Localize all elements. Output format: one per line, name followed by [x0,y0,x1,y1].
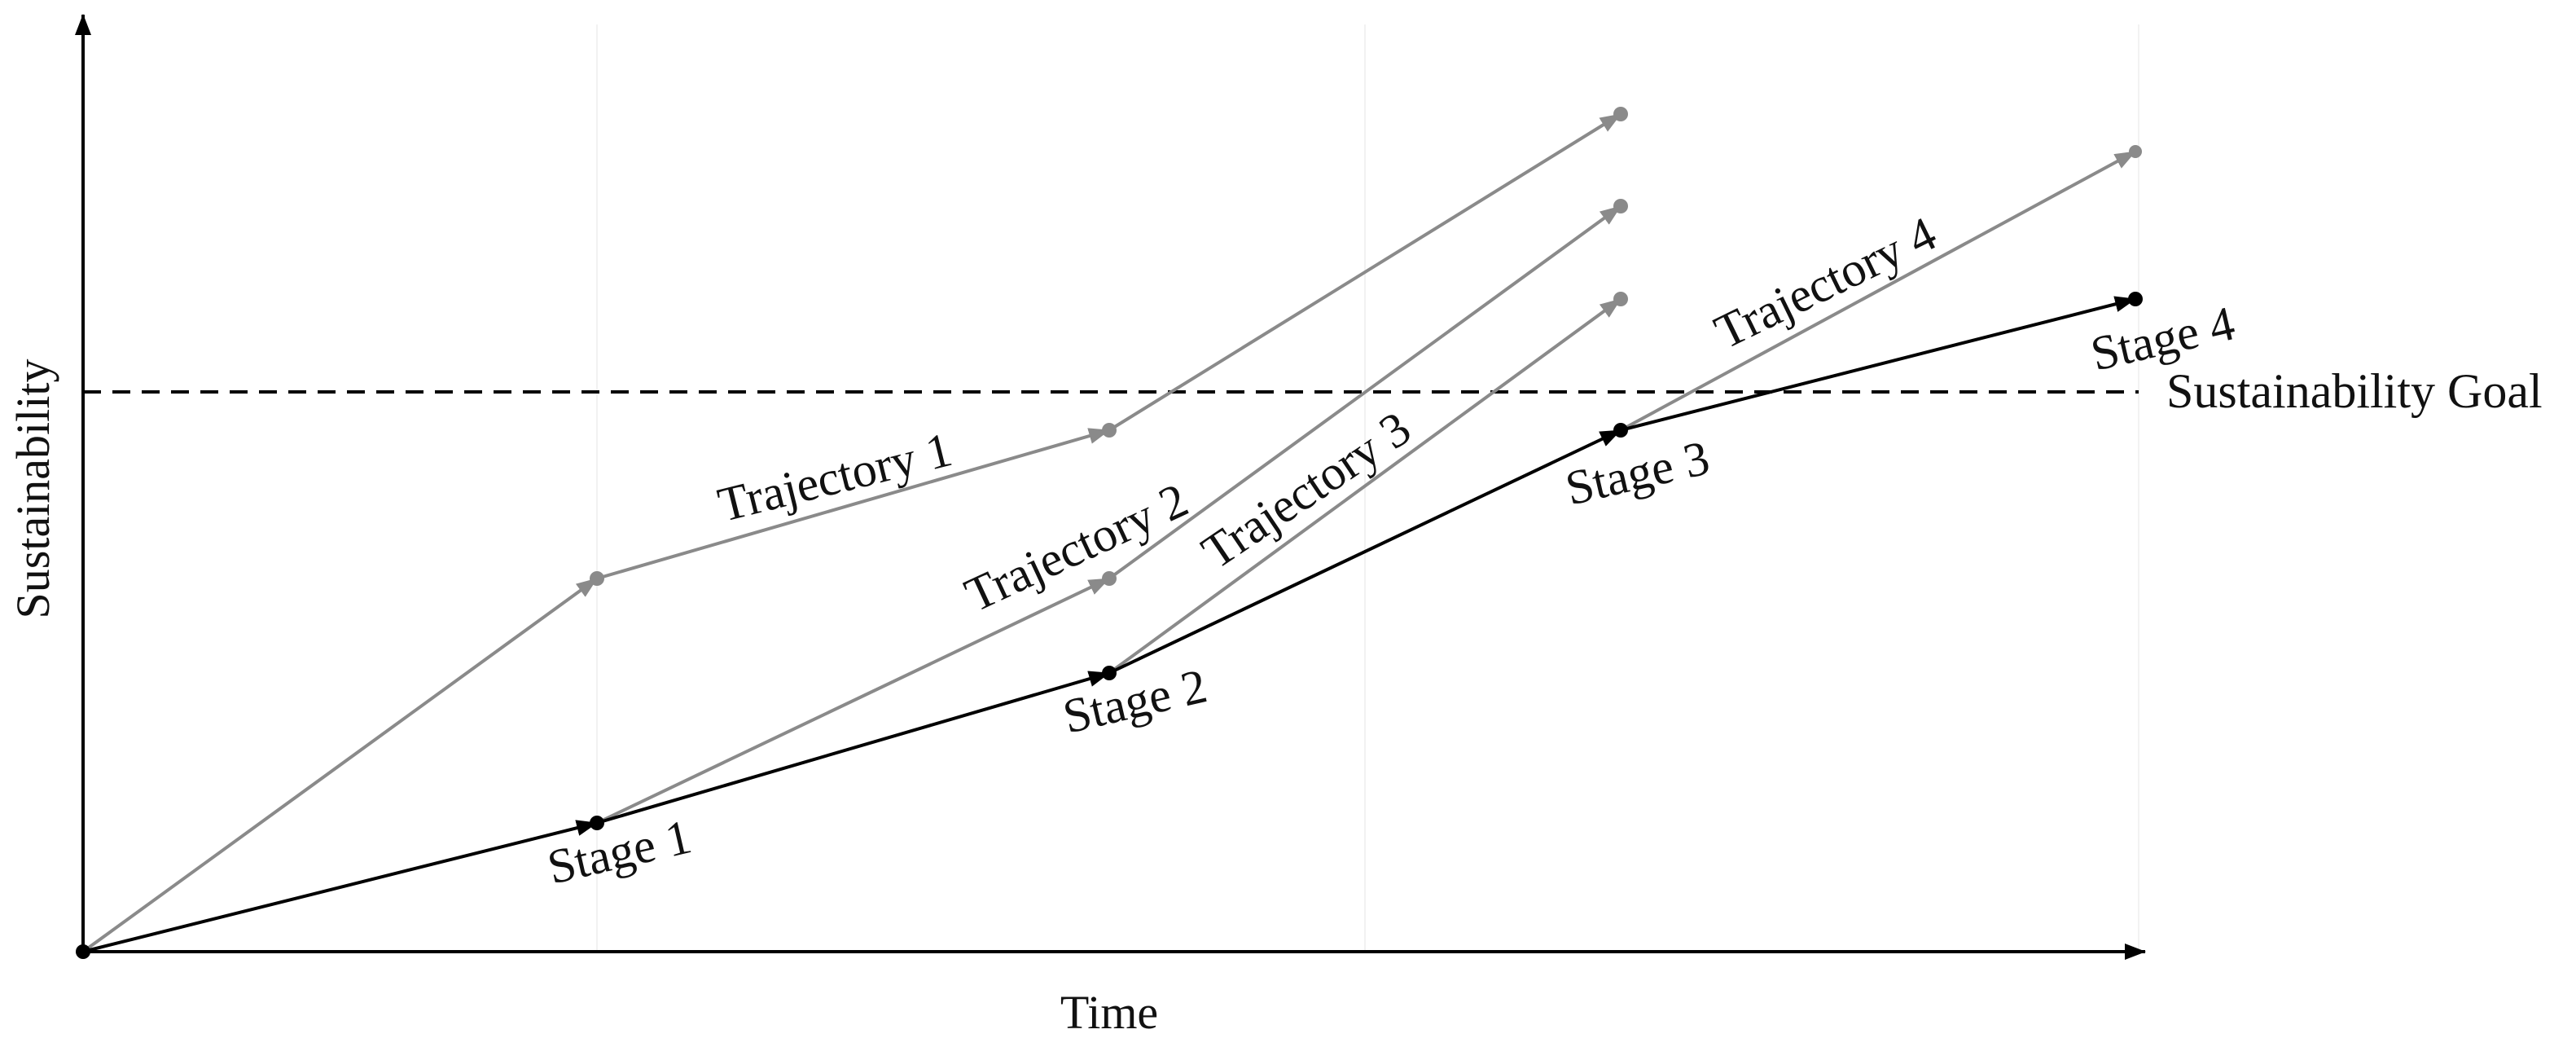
stage-label-2: Stage 2 [1058,658,1212,743]
goal-label: Sustainability Goal [2166,364,2543,418]
trajectory-label-2: Trajectory 2 [957,473,1196,622]
trajectory-seg-origin-to-t1a [81,577,599,953]
main-seg-3 [1108,429,1622,675]
main-path [82,296,2136,953]
trajectory-2-seg-1 [596,577,1110,825]
trajectory-label-4: Trajectory 4 [1706,206,1944,359]
trajectory-label-1: Trajectory 1 [713,422,957,532]
trajectory-4-seg-1 [1620,150,2136,432]
trajectory-dots [590,107,2142,586]
main-seg-1 [82,820,598,953]
stage-label-1: Stage 1 [542,809,696,894]
y-axis-label: Sustainability [7,359,59,619]
trajectory-3-seg-1 [1108,297,1622,675]
main-seg-2 [596,671,1110,825]
trajectory-1-seg-1 [596,428,1110,580]
trajectories [81,112,2136,953]
trajectory-1-seg-2 [1108,112,1622,432]
background-guides [596,24,2139,952]
stage-dots [76,292,2143,959]
stage-label-3: Stage 3 [1560,430,1714,515]
main-seg-4 [1620,296,2136,432]
trajectory-2-seg-2 [1108,205,1622,580]
trajectory-label-3: Trajectory 3 [1192,401,1420,578]
x-axis-label: Time [1060,986,1158,1039]
